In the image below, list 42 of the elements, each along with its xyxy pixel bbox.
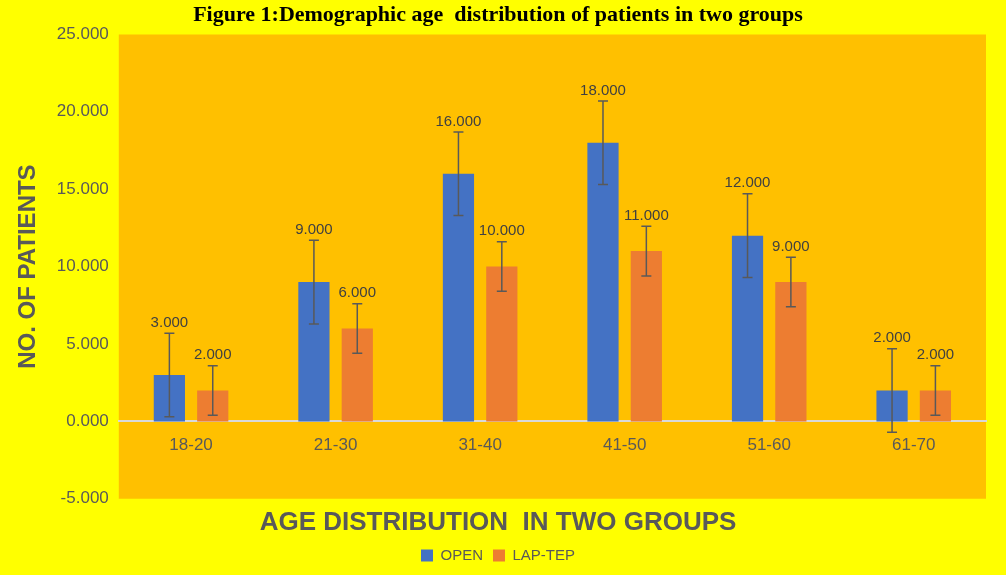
chart-title: Figure 1:Demographic age distribution of patients in two groups — [193, 0, 804, 26]
y-tick-label: 20.000 — [56, 101, 109, 121]
data-label: 18.000 — [580, 80, 626, 98]
y-tick-label: -5.000 — [60, 488, 109, 508]
data-label: 2.000 — [916, 345, 955, 363]
x-axis-title: AGE DISTRIBUTION IN TWO GROUPS — [259, 505, 737, 536]
y-tick-label: 0.000 — [66, 411, 109, 431]
x-tick-label: 18-20 — [169, 435, 213, 455]
y-axis-title: NO. OF PATIENTS — [13, 164, 41, 369]
legend-label: OPEN — [440, 545, 483, 563]
bar — [197, 390, 229, 422]
bar — [876, 390, 908, 422]
y-tick-label: 5.000 — [66, 333, 109, 353]
data-label: 2.000 — [873, 328, 911, 346]
x-tick-label: 41-50 — [602, 435, 647, 455]
bar — [731, 235, 764, 422]
x-tick-label: 51-60 — [747, 435, 791, 455]
data-label: 11.000 — [623, 205, 669, 223]
data-label: 6.000 — [338, 283, 377, 301]
y-tick-label: 10.000 — [56, 256, 109, 276]
data-label: 10.000 — [478, 221, 525, 239]
bar — [919, 390, 952, 422]
bar — [587, 142, 619, 422]
data-label: 2.000 — [193, 345, 232, 363]
bar — [442, 173, 475, 422]
data-label: 3.000 — [150, 312, 189, 330]
bar — [486, 266, 518, 422]
data-label: 12.000 — [724, 173, 771, 191]
bar — [341, 328, 373, 422]
bar — [630, 251, 662, 422]
legend-label: LAP-TEP — [512, 545, 576, 563]
y-tick-label: 25.000 — [56, 24, 109, 44]
bar — [775, 282, 807, 422]
bar — [153, 374, 185, 422]
bar — [298, 282, 330, 422]
x-tick-label: 21-30 — [313, 435, 358, 455]
data-label: 9.000 — [772, 236, 810, 254]
y-tick-label: 15.000 — [56, 178, 109, 198]
data-label: 16.000 — [435, 111, 482, 129]
x-tick-label: 31-40 — [458, 435, 502, 455]
x-tick-label: 61-70 — [891, 435, 936, 455]
data-label: 9.000 — [295, 219, 333, 237]
